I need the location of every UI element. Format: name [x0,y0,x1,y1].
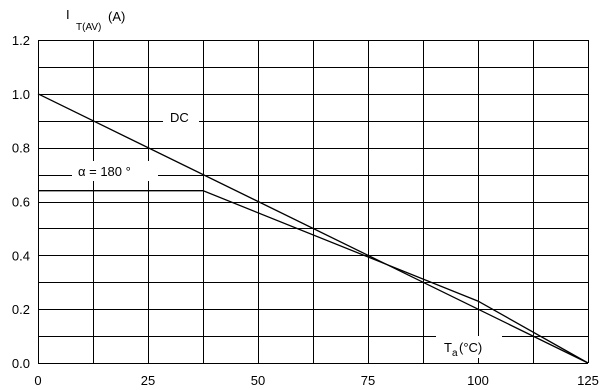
svg-text:(°C): (°C) [459,340,482,355]
y-tick-label: 0.0 [12,356,30,371]
alpha-label-bg [72,161,158,181]
svg-text:a: a [452,348,458,359]
y-tick-label: 1.0 [12,87,30,102]
y-axis-title: I T(AV) (A) [66,7,125,33]
curves [37,93,589,364]
svg-text:I: I [66,7,70,22]
x-tick-labels: 0 25 50 75 100 125 [34,373,598,388]
svg-text:T(AV): T(AV) [76,22,101,33]
y-tick-labels: 0.0 0.2 0.4 0.6 0.8 1.0 1.2 [12,33,30,371]
series-alpha-180-line [38,190,589,364]
y-tick-label: 0.4 [12,248,30,263]
y-tick-label: 0.8 [12,141,30,156]
y-tick-label: 0.6 [12,195,30,210]
x-axis-title: T a (°C) [444,340,482,359]
x-tick-label: 100 [467,373,489,388]
x-tick-label: 75 [361,373,375,388]
x-tick-label: 125 [577,373,599,388]
x-tick-label: 25 [141,373,155,388]
svg-text:T: T [444,340,452,355]
x-tick-label: 50 [251,373,265,388]
x-title-bg [436,336,502,358]
series-dc-line [37,93,589,364]
y-tick-label: 1.2 [12,33,30,48]
y-tick-label: 0.2 [12,302,30,317]
x-tick-label: 0 [34,373,41,388]
alpha-label: α = 180 ° [78,164,131,179]
plot-grid [38,40,589,364]
dc-label: DC [170,110,189,125]
dc-label-bg [163,107,199,127]
svg-text:(A): (A) [108,9,125,24]
